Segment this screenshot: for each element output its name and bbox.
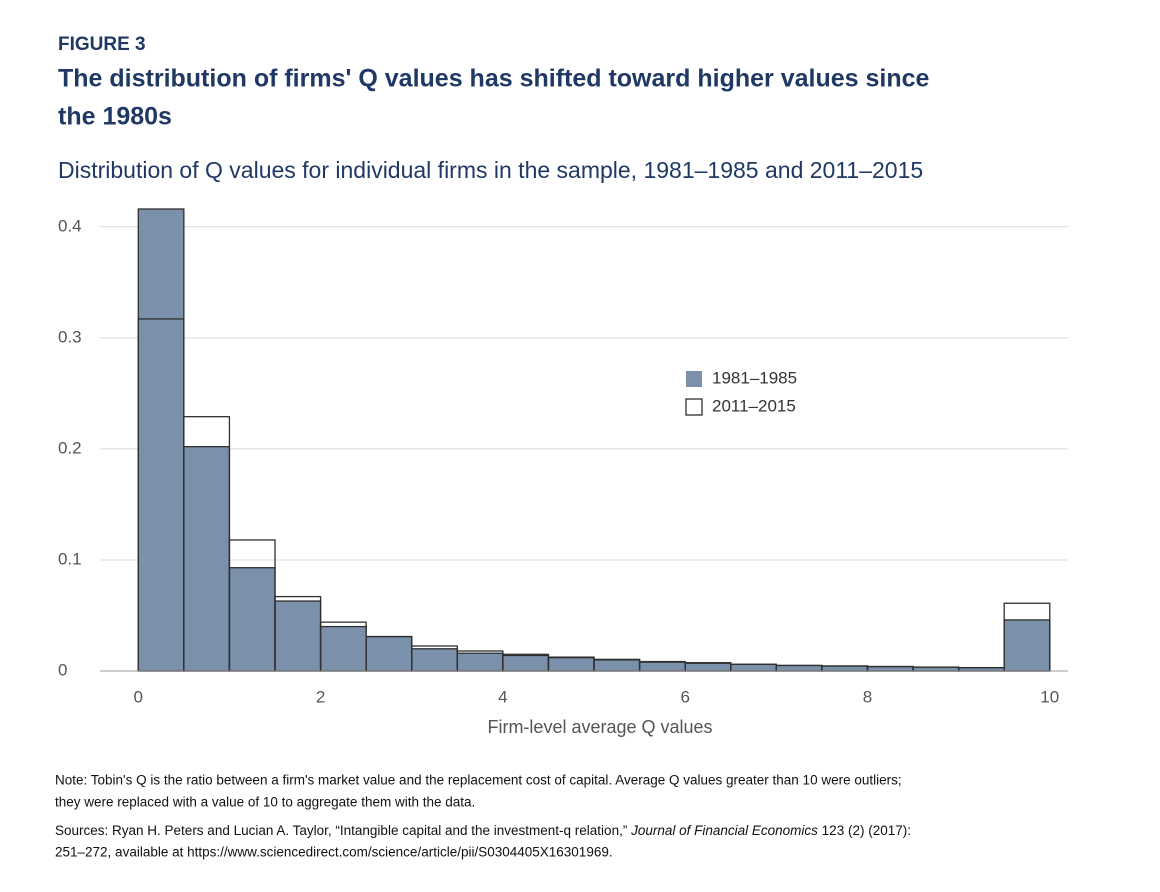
- x-tick-label: 4: [498, 687, 507, 706]
- sources: 251–272, available at https://www.scienc…: [55, 845, 613, 860]
- bar: [319, 625, 367, 672]
- x-tick-label: 2: [316, 687, 325, 706]
- x-tick-label: 6: [680, 687, 689, 706]
- bar: [502, 654, 550, 672]
- y-tick-label: 0.1: [58, 549, 82, 568]
- y-tick-label: 0.3: [58, 327, 82, 346]
- legend-swatch: [685, 398, 703, 416]
- bar: [137, 208, 185, 672]
- legend-label: 1981–1985: [712, 368, 797, 387]
- bar: [593, 659, 641, 672]
- figure-label: FIGURE 3: [58, 34, 146, 55]
- x-tick-label: 0: [134, 687, 143, 706]
- legend-swatch: [686, 371, 702, 387]
- bar: [411, 648, 458, 672]
- note: they were replaced with a value of 10 to…: [55, 795, 475, 810]
- bar: [684, 662, 732, 672]
- bar: [866, 665, 914, 672]
- chart-title: The distribution of firms' Q values has …: [58, 65, 929, 93]
- x-tick-label: 10: [1040, 687, 1059, 706]
- bar: [456, 652, 504, 672]
- y-tick-label: 0.4: [58, 216, 82, 235]
- bar: [365, 635, 413, 672]
- y-tick-label: 0.2: [58, 438, 82, 457]
- sources-text: Sources: Ryan H. Peters and Lucian A. Ta…: [55, 823, 631, 838]
- x-tick-label: 8: [863, 687, 872, 706]
- chart-title: the 1980s: [58, 103, 172, 131]
- bar: [775, 664, 823, 672]
- bar: [183, 446, 231, 672]
- legend-label: 2011–2015: [712, 396, 796, 415]
- bar: [274, 600, 322, 672]
- sources: Sources: Ryan H. Peters and Lucian A. Ta…: [55, 823, 911, 838]
- y-tick-label: 0: [58, 660, 67, 679]
- x-axis-label: Firm-level average Q values: [487, 717, 712, 737]
- bar: [1003, 619, 1051, 672]
- chart-subtitle: Distribution of Q values for individual …: [58, 157, 923, 183]
- bar: [730, 663, 777, 672]
- sources-text: 123 (2) (2017):: [818, 823, 911, 838]
- sources-journal: Journal of Financial Economics: [630, 823, 818, 838]
- bar: [638, 661, 686, 672]
- note: Note: Tobin's Q is the ratio between a f…: [55, 773, 902, 788]
- bar: [821, 665, 869, 672]
- bar: [547, 657, 595, 672]
- bar: [228, 567, 276, 672]
